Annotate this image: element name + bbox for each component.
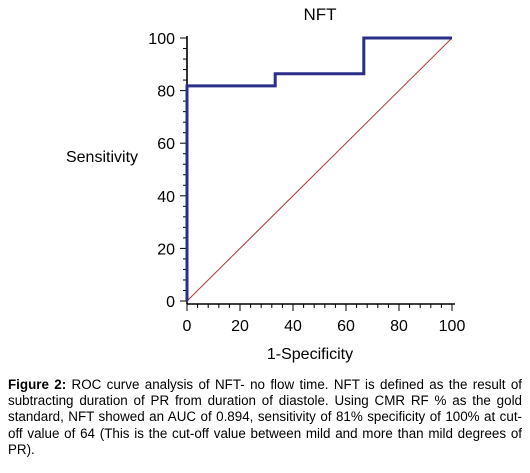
y-tick-label: 0	[166, 294, 175, 311]
x-tick-label: 100	[439, 318, 466, 335]
y-tick-label: 100	[148, 31, 175, 48]
x-tick-label: 80	[390, 318, 408, 335]
x-axis-label: 1-Specificity	[267, 346, 353, 363]
y-tick-label: 80	[157, 84, 175, 101]
y-tick-label: 20	[157, 241, 175, 258]
y-tick-label: 60	[157, 136, 175, 153]
figure-caption: Figure 2: ROC curve analysis of NFT- no …	[8, 377, 522, 458]
x-tick-label: 40	[284, 318, 302, 335]
roc-chart: NFT 0 20 40 60 80 100 0 20 40 60 80 100 Sensitivit…	[66, 5, 466, 363]
roc-curve-series	[185, 36, 452, 301]
x-tick-label: 20	[231, 318, 249, 335]
caption-text: ROC curve analysis of NFT- no flow time.…	[8, 377, 523, 457]
x-axis-ticks: 0 20 40 60 80 100	[183, 304, 466, 335]
x-tick-label: 60	[337, 318, 355, 335]
caption-label: Figure 2:	[8, 377, 67, 392]
y-tick-label: 40	[157, 189, 175, 206]
y-axis-ticks: 0 20 40 60 80 100	[148, 31, 187, 311]
reference-diagonal-line	[186, 37, 453, 302]
chart-title: NFT	[303, 5, 336, 24]
y-axis-label: Sensitivity	[66, 149, 138, 166]
x-tick-label: 0	[183, 318, 192, 335]
